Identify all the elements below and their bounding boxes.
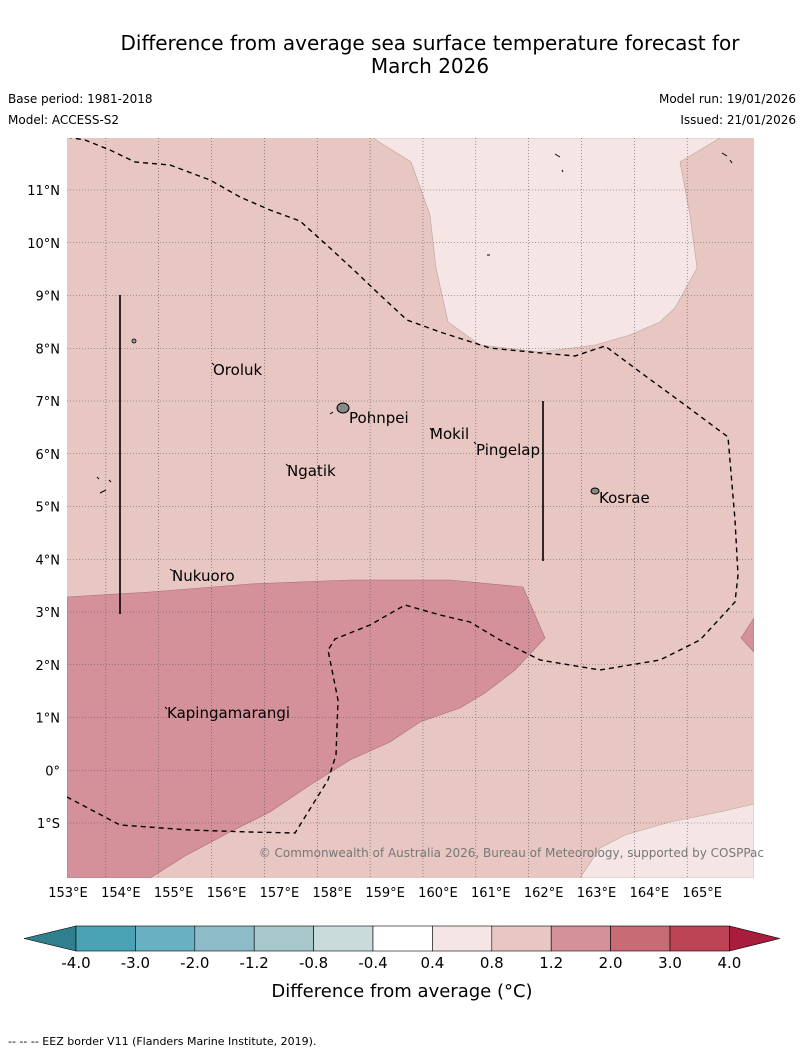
longitude-labels: 153°E 154°E 155°E 156°E 157°E 158°E 159°E 160°E… [48,886,722,901]
graticule [67,138,754,878]
latitude-label: 10°N [27,237,60,252]
model-name: Model: ACCESS-S2 [8,113,120,127]
colorbar-tick-label: -0.4 [358,954,387,972]
title-line-1: Difference from average sea surface temp… [120,31,740,55]
place-label-kapingamarangi: Kapingamarangi [167,704,290,722]
copyright-notice: © Commonwealth of Australia 2026, Bureau… [259,846,764,860]
colorbar-segment [669,925,730,952]
longitude-label: 154°E [101,886,141,901]
colorbar-tick-label: 0.8 [480,954,504,972]
map-title: Difference from average sea surface temp… [60,32,800,78]
colorbar-tick-label: 2.0 [599,954,623,972]
latitude-label: 11°N [27,184,60,199]
place-label-kosrae: Kosrae [599,489,650,507]
longitude-label: 156°E [207,886,247,901]
latitude-label: 9°N [36,290,61,305]
longitude-label: 159°E [365,886,405,901]
place-label-pohnpei: Pohnpei [349,409,409,427]
colorbar-segment [135,925,196,952]
colorbar-tick-label: 0.4 [420,954,444,972]
latitude-label: 1°N [36,712,61,727]
anomaly-0.4-0.8-region-north [372,138,721,353]
colorbar-segment [194,925,255,952]
map-area [67,138,754,878]
small-islets [96,152,733,710]
colorbar-segment [75,925,136,952]
colorbar-tick-label: -2.0 [180,954,209,972]
latitude-label: 8°N [36,342,61,357]
longitude-label: 161°E [471,886,511,901]
colorbar-tick-label: 3.0 [658,954,682,972]
eez-legend-note: -- -- -- EEZ border V11 (Flanders Marine… [8,1035,317,1048]
colorbar-tick-label: 4.0 [717,954,741,972]
model-run: Model run: 19/01/2026 [658,92,796,106]
colorbar-segment [253,925,314,952]
latitude-label: 2°N [36,659,61,674]
latitude-label: 4°N [36,553,61,568]
atoll-islet [131,338,137,344]
colorbar: -4.0 -3.0 -2.0 -1.2 -0.8 -0.4 0.4 0.8 1.2 2.0 3.0 4… [23,925,781,972]
eez-border [67,138,739,834]
colorbar-tick-label: -0.8 [299,954,328,972]
longitude-label: 160°E [418,886,458,901]
longitude-label: 158°E [312,886,352,901]
latitude-label: 7°N [36,395,61,410]
longitude-label: 163°E [577,886,617,901]
latitude-label: 5°N [36,501,61,516]
latitude-label: 0° [45,764,60,779]
colorbar-tick-label: -3.0 [121,954,150,972]
kosrae-island [590,487,600,495]
colorbar-tick-label: 1.2 [539,954,563,972]
longitude-label: 164°E [630,886,670,901]
colorbar-extend-low [23,925,77,952]
colorbar-tick-label: -1.2 [240,954,269,972]
place-label-mokil: Mokil [430,425,469,443]
latitude-label: 1°S [37,817,60,832]
latitude-labels: 11°N 10°N 9°N 8°N 7°N 6°N 5°N 4°N 3°N 2°N 1°N 0° 1°S [27,184,60,832]
pohnpei-island [336,402,350,414]
longitude-label: 165°E [682,886,722,901]
longitude-label: 157°E [260,886,300,901]
colorbar-segment [372,925,433,952]
colorbar-segment [550,925,611,952]
anomaly-0.4-0.8-region-south [579,803,754,878]
colorbar-tick-label: -4.0 [61,954,90,972]
issued-date: Issued: 21/01/2026 [680,113,796,127]
colorbar-segment [491,925,552,952]
colorbar-segment [313,925,374,952]
latitude-label: 3°N [36,606,61,621]
anomaly-1.2-2.0-region-east [740,617,754,653]
colorbar-label: Difference from average (°C) [271,981,532,1002]
anomaly-1.2-2.0-region [67,579,546,878]
base-period: Base period: 1981-2018 [8,92,153,106]
place-label-ngatik: Ngatik [287,462,336,480]
longitude-label: 162°E [524,886,564,901]
place-label-pingelap: Pingelap [476,441,540,459]
title-line-2: March 2026 [370,54,490,78]
colorbar-segment [610,925,671,952]
latitude-label: 6°N [36,448,61,463]
longitude-label: 155°E [154,886,194,901]
place-label-nukuoro: Nukuoro [172,567,235,585]
colorbar-segment [432,925,493,952]
place-label-oroluk: Oroluk [213,361,262,379]
longitude-label: 153°E [48,886,88,901]
colorbar-extend-high [729,925,781,952]
